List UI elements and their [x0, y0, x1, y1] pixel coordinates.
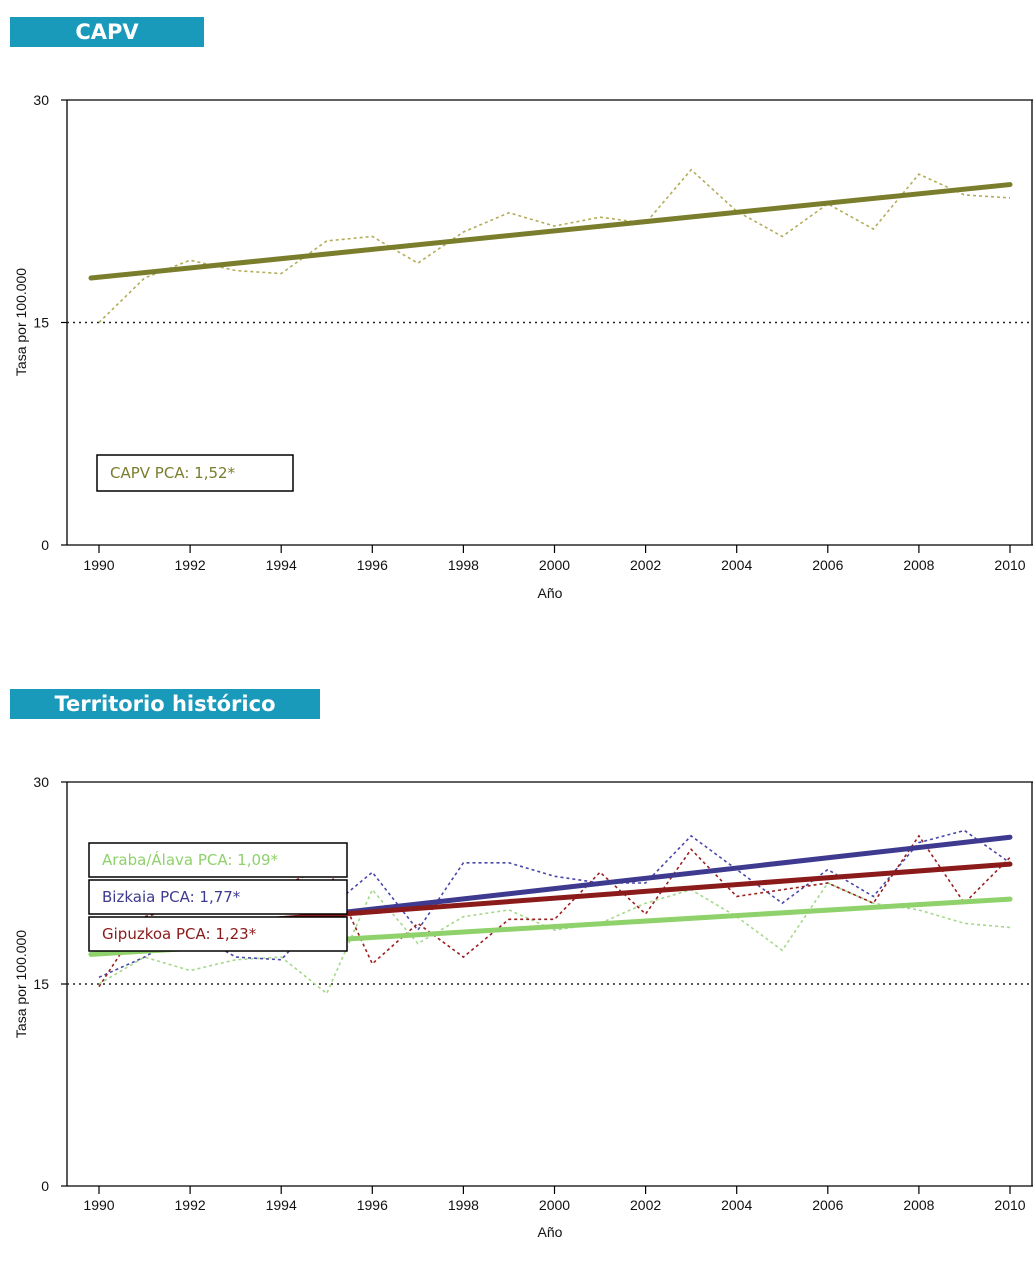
x-tick-label: 2006 — [812, 557, 843, 573]
y-tick-label: 30 — [33, 774, 49, 790]
x-tick-label: 2010 — [994, 1197, 1025, 1213]
x-tick-label: 1994 — [266, 557, 297, 573]
x-tick-label: 2000 — [539, 557, 570, 573]
legend-box — [88, 916, 348, 952]
y-tick-label: 30 — [33, 92, 49, 108]
x-tick-label: 2008 — [903, 1197, 934, 1213]
x-tick-label: 2000 — [539, 1197, 570, 1213]
trend-line-capv — [88, 182, 1013, 281]
observed-line-capv — [98, 168, 1011, 324]
section-title: Territorio histórico — [54, 692, 276, 716]
x-tick-label: 1998 — [448, 1197, 479, 1213]
x-tick-label: 2010 — [994, 557, 1025, 573]
observed-line-araba-lava — [98, 881, 1011, 995]
legend-box — [96, 454, 294, 492]
x-axis-title: Año — [538, 1224, 563, 1240]
x-tick-label: 2004 — [721, 557, 752, 573]
x-tick-label: 1998 — [448, 557, 479, 573]
legend-box — [88, 879, 348, 915]
x-axis-title: Año — [538, 585, 563, 601]
legend-label: Bizkaia PCA: 1,77* — [102, 888, 241, 906]
x-tick-label: 2004 — [721, 1197, 752, 1213]
capv-chart: 0 15 30 1990 1992 1994 1996 1998 2000 2002 2004 200… — [13, 92, 1033, 601]
x-tick-label: 2002 — [630, 1197, 661, 1213]
y-tick-label: 15 — [33, 315, 49, 331]
section-title: CAPV — [75, 20, 139, 44]
legend-label: Araba/Álava PCA: 1,09* — [102, 850, 279, 869]
x-tick-label: 1990 — [83, 1197, 114, 1213]
x-tick-label: 1996 — [357, 557, 388, 573]
observed-line-bizkaia — [98, 829, 1011, 978]
territorio-chart: 0 15 30 1990 1992 1994 1996 1998 2000 2002 2004 200… — [13, 774, 1033, 1240]
y-axis-title: Tasa por 100.000 — [13, 268, 29, 376]
x-tick-label: 1992 — [175, 1197, 206, 1213]
section-banner-capv: CAPV — [10, 17, 204, 47]
legend-item: Araba/Álava PCA: 1,09* — [88, 842, 348, 878]
x-tick-label: 1994 — [266, 1197, 297, 1213]
legend-label: Gipuzkoa PCA: 1,23* — [102, 925, 257, 943]
y-tick-label: 0 — [41, 1178, 49, 1194]
legend-item: Gipuzkoa PCA: 1,23* — [88, 916, 348, 952]
x-tick-label: 1992 — [175, 557, 206, 573]
legend-item: Bizkaia PCA: 1,77* — [88, 879, 348, 915]
x-tick-label: 2008 — [903, 557, 934, 573]
y-axis-title: Tasa por 100.000 — [13, 930, 29, 1038]
legend-label: CAPV PCA: 1,52* — [110, 464, 236, 482]
x-tick-label: 2006 — [812, 1197, 843, 1213]
y-tick-label: 0 — [41, 537, 49, 553]
x-tick-label: 2002 — [630, 557, 661, 573]
x-tick-label: 1990 — [83, 557, 114, 573]
section-banner-territorio: Territorio histórico — [10, 689, 320, 719]
y-tick-label: 15 — [33, 976, 49, 992]
x-tick-label: 1996 — [357, 1197, 388, 1213]
legend-item: CAPV PCA: 1,52* — [96, 454, 294, 492]
legend-box — [88, 842, 348, 878]
